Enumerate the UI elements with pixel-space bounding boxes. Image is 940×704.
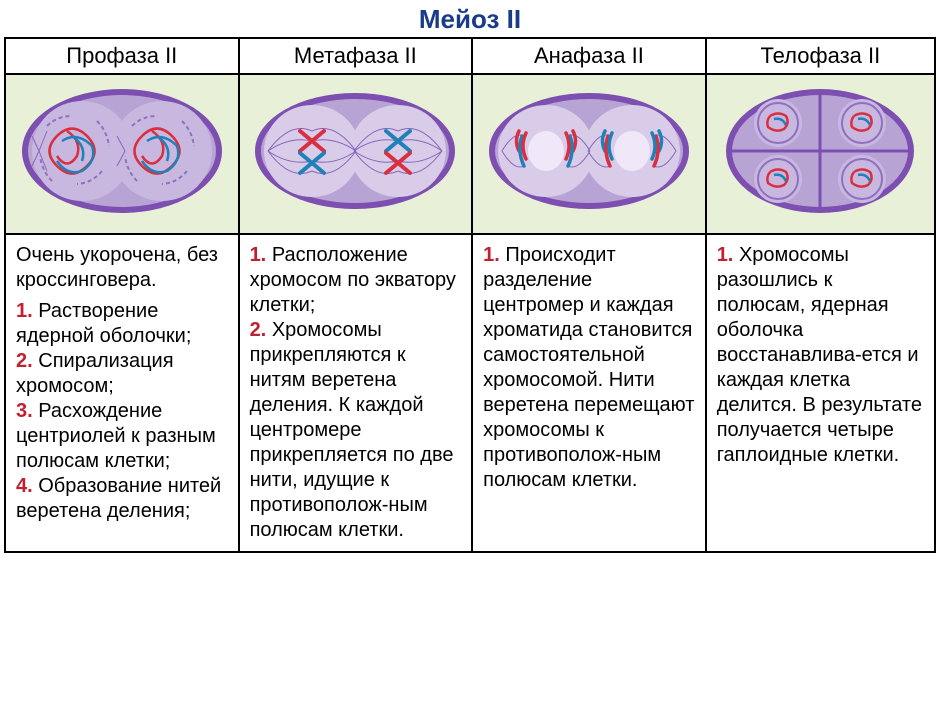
prophase-point-4: 4. Образование нитей веретена деления;	[16, 474, 228, 524]
header-telophase: Телофаза II	[706, 38, 935, 74]
anaphase-cell-diagram	[472, 74, 706, 234]
header-prophase: Профаза II	[5, 38, 239, 74]
header-metaphase: Метафаза II	[239, 38, 473, 74]
prophase-point-1: 1. Растворение ядерной оболочки;	[16, 299, 228, 349]
prophase-intro: Очень укорочена, без кроссинговера.	[16, 243, 228, 293]
metaphase-point-2: 2. Хромосомы прикрепляются к нитям верет…	[250, 318, 462, 543]
image-row	[5, 74, 935, 234]
main-title: Мейоз II	[0, 0, 940, 37]
header-row: Профаза II Метафаза II Анафаза II Телофа…	[5, 38, 935, 74]
phases-table: Профаза II Метафаза II Анафаза II Телофа…	[4, 37, 936, 553]
prophase-description: Очень укорочена, без кроссинговера. 1. Р…	[5, 234, 239, 552]
telophase-description: 1. Хромосомы разошлись к полюсам, ядерна…	[706, 234, 935, 552]
telophase-point-1: 1. Хромосомы разошлись к полюсам, ядерна…	[717, 243, 924, 468]
metaphase-description: 1. Расположение хромосом по экватору кле…	[239, 234, 473, 552]
description-row: Очень укорочена, без кроссинговера. 1. Р…	[5, 234, 935, 552]
anaphase-point-1: 1. Происходит разделение центромер и каж…	[483, 243, 695, 493]
prophase-point-2: 2. Спирализация хромосом;	[16, 349, 228, 399]
anaphase-description: 1. Происходит разделение центромер и каж…	[472, 234, 706, 552]
header-anaphase: Анафаза II	[472, 38, 706, 74]
telophase-cell-diagram	[706, 74, 935, 234]
prophase-cell-diagram	[5, 74, 239, 234]
metaphase-point-1: 1. Расположение хромосом по экватору кле…	[250, 243, 462, 318]
metaphase-cell-diagram	[239, 74, 473, 234]
prophase-point-3: 3. Расхождение центриолей к разным полюс…	[16, 399, 228, 474]
